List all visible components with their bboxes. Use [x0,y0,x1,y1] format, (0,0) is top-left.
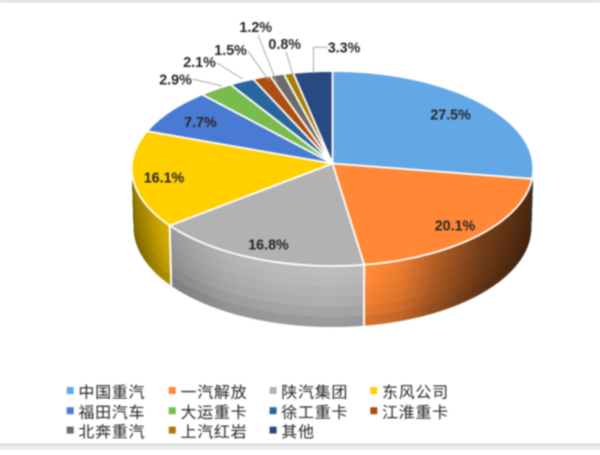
svg-text:3.3%: 3.3% [328,41,361,57]
svg-text:16.8%: 16.8% [248,238,289,254]
svg-text:27.5%: 27.5% [430,108,471,124]
svg-text:16.1%: 16.1% [144,171,185,187]
svg-text:1.5%: 1.5% [214,43,247,59]
svg-text:2.9%: 2.9% [159,73,192,89]
svg-text:2.1%: 2.1% [183,55,216,71]
svg-text:0.8%: 0.8% [268,37,301,53]
svg-text:20.1%: 20.1% [435,219,476,235]
svg-text:1.2%: 1.2% [239,20,272,36]
svg-text:7.7%: 7.7% [184,115,217,131]
